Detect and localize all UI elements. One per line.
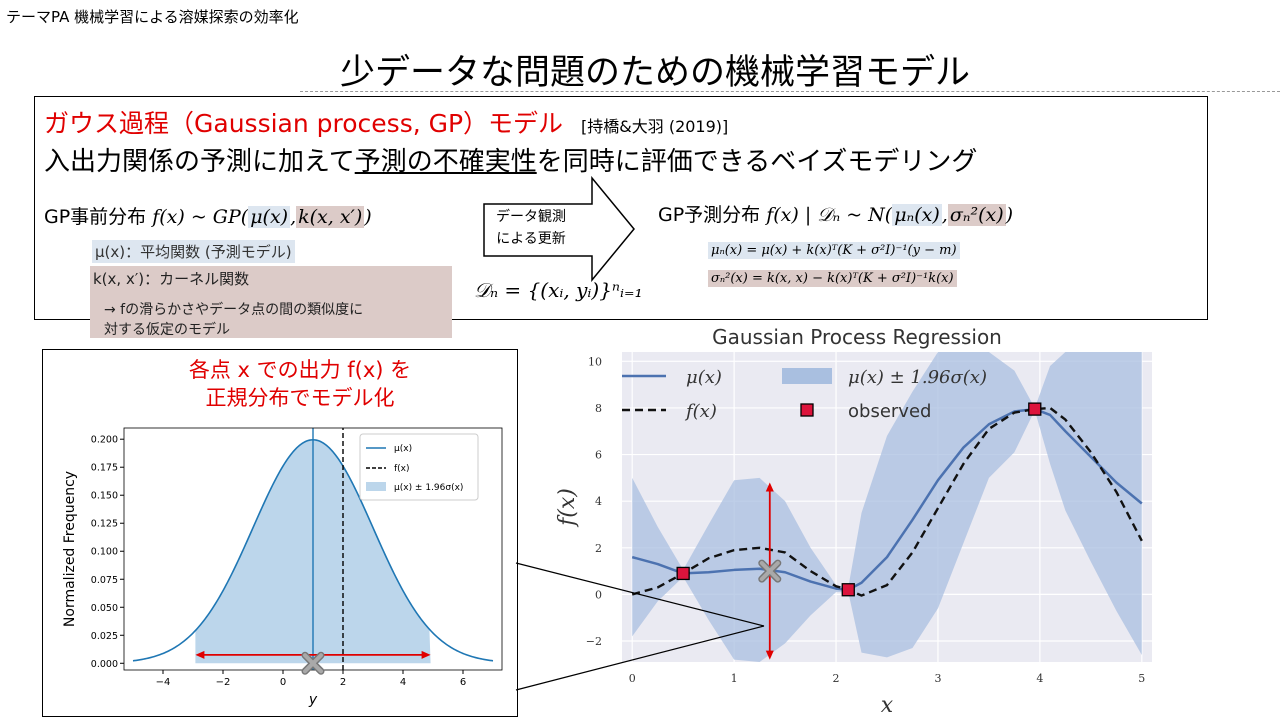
inset-xlabel: y — [308, 692, 318, 708]
inset-legend-band-swatch — [366, 482, 386, 491]
posterior-mean-equation: μₙ(x) = μ(x) + k(x)ᵀ(K + σ²I)⁻¹(y − m) — [708, 242, 960, 259]
inset-ytick-label: 0.100 — [91, 547, 118, 558]
posterior-formula-post: ) — [1005, 204, 1014, 226]
inset-legend-frame — [359, 433, 479, 501]
gp-subtitle: 入出力関係の予測に加えて予測の不確実性を同時に評価できるベイズモデリング — [44, 141, 977, 178]
gp-subtitle-underlined: 予測の不確実性 — [354, 147, 537, 177]
update-arrow-text: データ観測 による更新 — [496, 206, 566, 250]
inset-legend-true-label: f(x) — [394, 464, 410, 474]
inset-ytick-label: 0.200 — [91, 435, 118, 446]
posterior-formula-sep: , — [941, 204, 948, 226]
gp-sample-marker — [758, 559, 782, 583]
posterior-formula-mean: μₙ(x) — [892, 204, 942, 226]
kernel-note-line-2: 対する仮定のモデル — [104, 322, 230, 338]
gp-xlabel: x — [881, 693, 894, 718]
gp-true-function-line — [631, 406, 1143, 597]
prior-formula-kernel: k(x, x′) — [296, 206, 365, 228]
inset-xtick-label: 4 — [400, 677, 406, 688]
prior-formula-post: ) — [364, 206, 372, 228]
gp-subtitle-pre: 入出力関係の予測に加えて — [44, 147, 355, 177]
mean-function-definition: μ(x)：平均関数 (予測モデル) — [92, 240, 295, 263]
gp-observed-point — [1028, 402, 1042, 416]
update-arrow-shape — [483, 176, 635, 282]
gp-legend-observed-label: observed — [848, 401, 931, 422]
gp-ylabel: f(x) — [555, 488, 580, 528]
gp-legend-mean-label: μ(x) — [686, 367, 722, 388]
gp-legend-true-label: f(x) — [684, 401, 717, 422]
inset-ytick-label: 0.150 — [91, 491, 118, 502]
gp-heading: ガウス過程（Gaussian process, GP）モデル [持橋&大羽 (2… — [44, 104, 728, 140]
gp-ytick-label: 0 — [595, 588, 602, 601]
gp-legend-observed-swatch — [800, 403, 814, 417]
gp-ytick-label: 10 — [588, 355, 602, 368]
gp-xtick-label: 2 — [833, 672, 840, 685]
inset-xtick-label: −4 — [156, 677, 171, 688]
inset-ylabel: Normalized Frequency — [62, 471, 78, 627]
gp-observed-point — [676, 566, 690, 581]
inset-ytick-label: 0.125 — [91, 519, 118, 530]
posterior-label: GP予測分布 — [658, 204, 761, 226]
slide-title: 少データな問題のための機械学習モデル — [339, 53, 970, 93]
dataset-definition: 𝒟ₙ = {(xᵢ, yᵢ)}ⁿᵢ₌₁ — [474, 278, 643, 302]
inset-axes-frame — [123, 427, 503, 671]
gp-interval-arrowhead-bottom — [765, 650, 774, 660]
posterior-variance-equation: σₙ²(x) = k(x, x) − k(x)ᵀ(K + σ²I)⁻¹k(x) — [708, 270, 957, 287]
inset-ytick-label: 0.175 — [91, 463, 118, 474]
gp-ytick-label: 6 — [595, 449, 602, 462]
gp-legend-band-label: μ(x) ± 1.96σ(x) — [848, 367, 987, 388]
gp-xtick-label: 4 — [1036, 672, 1043, 685]
update-arrow-line-1: データ観測 — [496, 209, 566, 225]
inset-box — [42, 349, 518, 717]
gp-interval-arrowhead-top — [765, 482, 774, 492]
gp-observed-point — [841, 583, 855, 597]
kernel-note-line-1: → fの滑らかさやデータ点の間の類似度に — [104, 302, 364, 318]
inset-xtick-label: −2 — [216, 677, 231, 688]
prior-formula-sep: , — [290, 206, 297, 228]
gp-ytick-label: −2 — [586, 635, 602, 648]
kernel-function-definition: k(x, x′)：カーネル関数 — [93, 270, 250, 288]
inset-caption-line-2: 正規分布でモデル化 — [205, 386, 395, 410]
inset-ytick-label: 0.050 — [91, 603, 118, 614]
gp-ytick-label: 8 — [595, 402, 602, 415]
posterior-formula-var: σₙ²(x) — [947, 204, 1006, 226]
prior-formula-mean: μ(x) — [248, 206, 291, 228]
gp-heading-title: ガウス過程（Gaussian process, GP）モデル — [44, 109, 564, 138]
gp-description-box — [34, 96, 1208, 320]
inset-sample-marker — [301, 651, 325, 675]
gp-reference: [持橋&大羽 (2019)] — [581, 117, 729, 136]
inset-legend-band-label: μ(x) ± 1.96σ(x) — [394, 483, 463, 493]
inset-interval-arrowhead-left — [195, 650, 205, 659]
inset-caption: 各点 x での出力 f(x) を 正規分布でモデル化 — [150, 356, 450, 412]
inset-ytick-label: 0.000 — [91, 659, 118, 670]
gp-xtick-label: 5 — [1138, 672, 1145, 685]
inset-legend-mean-label: μ(x) — [394, 444, 412, 454]
update-arrow-line-2: による更新 — [496, 231, 566, 247]
posterior-formula-pre: f(x) | 𝒟ₙ ~ N( — [766, 204, 893, 226]
kernel-note: → fの滑らかさやデータ点の間の類似度に 対する仮定のモデル — [104, 300, 363, 340]
inset-xtick-label: 6 — [460, 677, 466, 688]
inset-xtick-label: 2 — [340, 677, 346, 688]
gp-xtick-label: 1 — [731, 672, 738, 685]
prior-formula-pre: f(x) ~ GP( — [152, 206, 249, 228]
kernel-highlight-box — [90, 266, 452, 338]
gp-chart-title: Gaussian Process Regression — [712, 325, 1002, 349]
gp-ytick-label: 2 — [595, 542, 602, 555]
prior-formula: GP事前分布 f(x) ~ GP(μ(x), k(x, x′)) — [44, 202, 372, 229]
posterior-formula: GP予測分布 f(x) | 𝒟ₙ ~ N(μₙ(x), σₙ²(x)) — [658, 200, 1013, 227]
normal-distribution-chart: −4 −2 0 2 4 6 0.000 0.025 0.050 0.075 0.100 0.125 0.… — [62, 427, 503, 708]
inset-caption-line-1: 各点 x での出力 f(x) を — [188, 358, 412, 382]
gp-xtick-label: 3 — [934, 672, 941, 685]
inset-ytick-label: 0.075 — [91, 575, 118, 586]
gp-ytick-label: 4 — [595, 495, 602, 508]
prior-label: GP事前分布 — [44, 206, 147, 228]
slide-top-label: テーマPA 機械学習による溶媒探索の効率化 — [6, 8, 299, 26]
gp-regression-chart: 0 1 2 3 4 5 −2 0 2 4 6 8 10 Gaussian Process Regressi… — [555, 325, 1152, 718]
inset-xtick-label: 0 — [280, 677, 286, 688]
gp-legend-band-swatch — [782, 368, 832, 384]
title-divider — [300, 91, 1280, 92]
gp-subtitle-post: を同時に評価できるベイズモデリング — [536, 147, 978, 177]
inset-ytick-label: 0.025 — [91, 631, 118, 642]
inset-interval-arrowhead-right — [421, 650, 431, 659]
gp-xtick-label: 0 — [629, 672, 636, 685]
